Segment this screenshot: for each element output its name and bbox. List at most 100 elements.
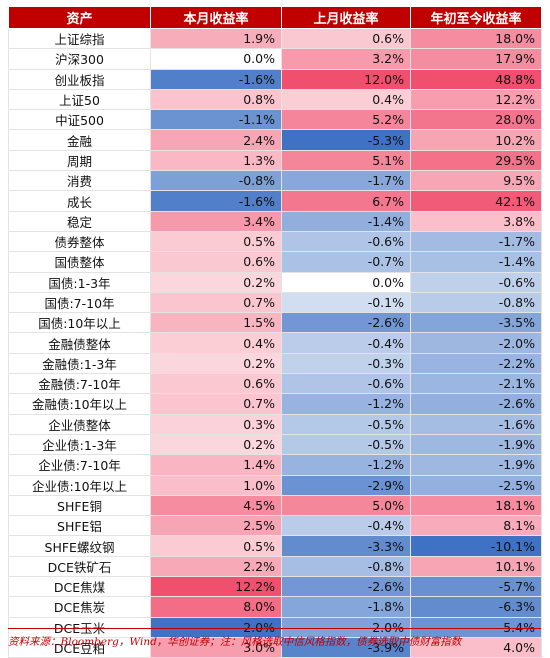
month-return-cell: 1.5% — [150, 312, 282, 334]
month-return-cell: 12.2% — [150, 576, 282, 598]
ytd-return-cell: -0.6% — [410, 271, 542, 293]
prev-month-return-cell: 0.4% — [281, 88, 411, 111]
asset-cell: SHFE螺纹钢 — [8, 535, 151, 557]
asset-cell: 企业债整体 — [8, 413, 151, 435]
footer-divider — [8, 628, 541, 629]
asset-cell: DCE玉米 — [8, 616, 151, 638]
table-row: 成长 -1.6% 6.7% 42.1% — [8, 190, 542, 212]
asset-cell: 国债整体 — [8, 251, 151, 273]
month-return-cell: 0.6% — [150, 251, 282, 273]
asset-cell: 金融债整体 — [8, 332, 151, 354]
month-return-cell: -1.1% — [150, 109, 282, 131]
table-row: 上证综指 1.9% 0.6% 18.0% — [8, 27, 542, 50]
table-row: 消费 -0.8% -1.7% 9.5% — [8, 170, 542, 192]
table-row: 金融债:7-10年 0.6% -0.6% -2.1% — [8, 373, 542, 395]
ytd-return-cell: 28.0% — [410, 109, 542, 131]
table-row: 国债:7-10年 0.7% -0.1% -0.8% — [8, 291, 542, 314]
table-row: 企业债整体 0.3% -0.5% -1.6% — [8, 413, 542, 435]
prev-month-return-cell: -0.4% — [281, 515, 411, 537]
header-asset: 资产 — [8, 6, 151, 29]
ytd-return-cell: -10.1% — [410, 535, 542, 557]
asset-cell: 金融债:1-3年 — [8, 352, 151, 375]
month-return-cell: 3.4% — [150, 210, 282, 232]
asset-cell: 国债:7-10年 — [8, 291, 151, 314]
ytd-return-cell: 10.2% — [410, 129, 542, 151]
month-return-cell: 0.0% — [150, 48, 282, 70]
asset-cell: 企业债:7-10年 — [8, 454, 151, 476]
table-row: 国债:1-3年 0.2% 0.0% -0.6% — [8, 271, 542, 293]
prev-month-return-cell: -0.7% — [281, 251, 411, 273]
month-return-cell: -0.8% — [150, 170, 282, 192]
prev-month-return-cell: 6.7% — [281, 190, 411, 212]
prev-month-return-cell: -2.0% — [281, 616, 411, 638]
ytd-return-cell: 48.8% — [410, 68, 542, 90]
table-row: 上证50 0.8% 0.4% 12.2% — [8, 88, 542, 111]
ytd-return-cell: 18.1% — [410, 494, 542, 517]
ytd-return-cell: -2.6% — [410, 393, 542, 415]
table-row: DCE焦煤 12.2% -2.6% -5.7% — [8, 576, 542, 598]
ytd-return-cell: -1.6% — [410, 413, 542, 435]
table-row: 金融 2.4% -5.3% 10.2% — [8, 129, 542, 151]
prev-month-return-cell: -0.4% — [281, 332, 411, 354]
prev-month-return-cell: -3.3% — [281, 535, 411, 557]
prev-month-return-cell: 0.6% — [281, 27, 411, 50]
returns-table: 资产 本月收益率 上月收益率 年初至今收益率 上证综指 1.9% 0.6% 18.0%… — [8, 6, 542, 658]
asset-cell: 中证500 — [8, 109, 151, 131]
month-return-cell: 0.5% — [150, 535, 282, 557]
prev-month-return-cell: -0.6% — [281, 373, 411, 395]
table-row: 企业债:7-10年 1.4% -1.2% -1.9% — [8, 454, 542, 476]
header-row: 资产 本月收益率 上月收益率 年初至今收益率 — [8, 6, 542, 29]
table-row: DCE铁矿石 2.2% -0.8% 10.1% — [8, 555, 542, 578]
ytd-return-cell: 12.2% — [410, 88, 542, 111]
month-return-cell: -2.0% — [150, 616, 282, 638]
ytd-return-cell: 17.9% — [410, 48, 542, 70]
prev-month-return-cell: -0.5% — [281, 413, 411, 435]
asset-cell: 沪深300 — [8, 48, 151, 70]
prev-month-return-cell: -1.2% — [281, 454, 411, 476]
month-return-cell: 4.5% — [150, 494, 282, 517]
table-row: SHFE铝 2.5% -0.4% 8.1% — [8, 515, 542, 537]
table-row: 企业债:1-3年 0.2% -0.5% -1.9% — [8, 433, 542, 456]
table-row: SHFE螺纹钢 0.5% -3.3% -10.1% — [8, 535, 542, 557]
asset-cell: 企业债:1-3年 — [8, 433, 151, 456]
prev-month-return-cell: -0.1% — [281, 291, 411, 314]
month-return-cell: 1.0% — [150, 474, 282, 496]
asset-cell: 企业债:10年以上 — [8, 474, 151, 496]
asset-cell: 债券整体 — [8, 230, 151, 253]
prev-month-return-cell: 3.2% — [281, 48, 411, 70]
month-return-cell: 1.9% — [150, 27, 282, 50]
asset-cell: 创业板指 — [8, 68, 151, 90]
asset-cell: 稳定 — [8, 210, 151, 232]
month-return-cell: 0.5% — [150, 230, 282, 253]
month-return-cell: 0.6% — [150, 373, 282, 395]
ytd-return-cell: -1.4% — [410, 251, 542, 273]
table-row: 金融债:1-3年 0.2% -0.3% -2.2% — [8, 352, 542, 375]
month-return-cell: 2.5% — [150, 515, 282, 537]
table-row: DCE玉米 -2.0% -2.0% -5.4% — [8, 616, 542, 638]
prev-month-return-cell: -0.8% — [281, 555, 411, 578]
ytd-return-cell: -3.5% — [410, 312, 542, 334]
ytd-return-cell: -0.8% — [410, 291, 542, 314]
prev-month-return-cell: 5.0% — [281, 494, 411, 517]
table-row: 国债整体 0.6% -0.7% -1.4% — [8, 251, 542, 273]
ytd-return-cell: 8.1% — [410, 515, 542, 537]
prev-month-return-cell: -5.3% — [281, 129, 411, 151]
table-row: SHFE铜 4.5% 5.0% 18.1% — [8, 494, 542, 517]
ytd-return-cell: 10.1% — [410, 555, 542, 578]
month-return-cell: 1.4% — [150, 454, 282, 476]
prev-month-return-cell: 12.0% — [281, 68, 411, 90]
month-return-cell: 0.7% — [150, 291, 282, 314]
prev-month-return-cell: 0.0% — [281, 271, 411, 293]
prev-month-return-cell: -0.3% — [281, 352, 411, 375]
ytd-return-cell: 9.5% — [410, 170, 542, 192]
ytd-return-cell: -5.7% — [410, 576, 542, 598]
prev-month-return-cell: -1.4% — [281, 210, 411, 232]
prev-month-return-cell: -2.6% — [281, 576, 411, 598]
asset-cell: 国债:1-3年 — [8, 271, 151, 293]
table-row: DCE焦炭 8.0% -1.8% -6.3% — [8, 596, 542, 618]
prev-month-return-cell: -0.6% — [281, 230, 411, 253]
header-month-return: 本月收益率 — [150, 6, 282, 29]
header-ytd-return: 年初至今收益率 — [410, 6, 542, 29]
month-return-cell: 2.2% — [150, 555, 282, 578]
